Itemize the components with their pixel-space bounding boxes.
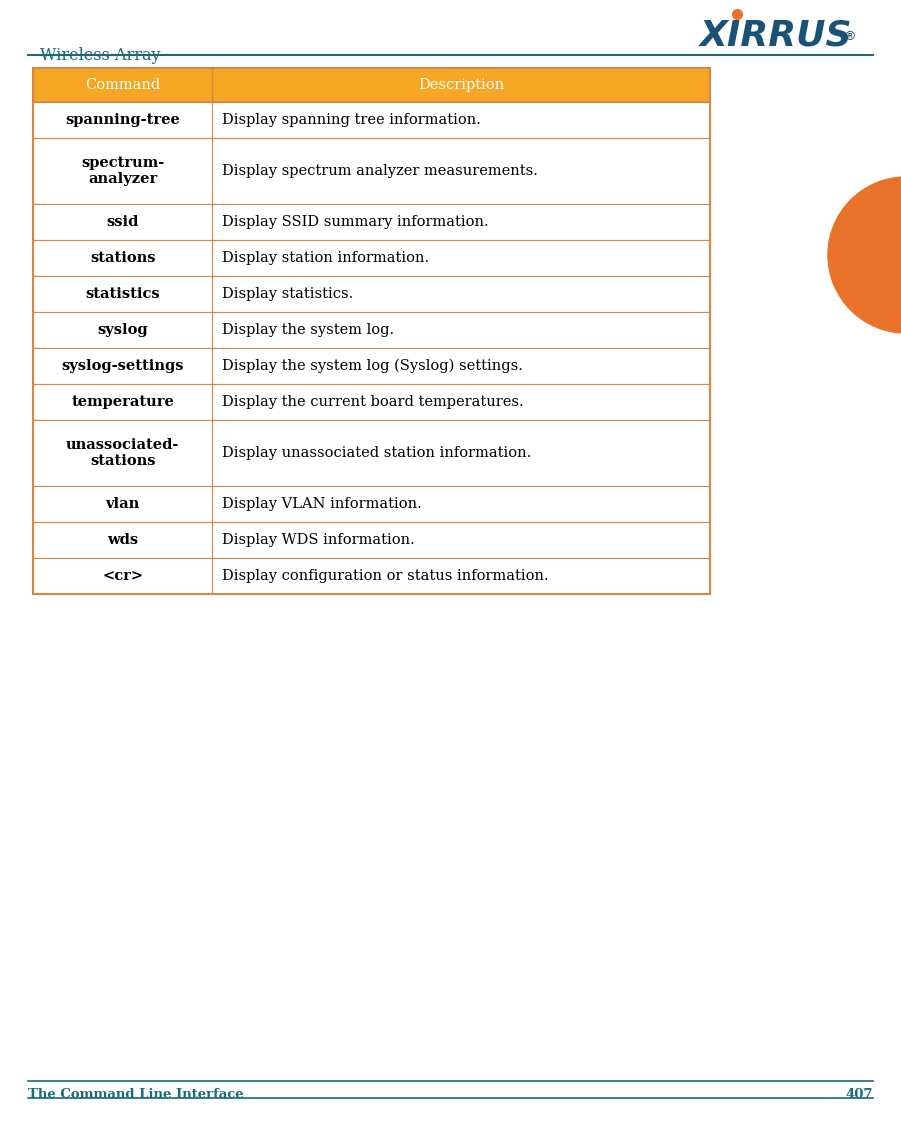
Text: Display SSID summary information.: Display SSID summary information. xyxy=(223,215,489,229)
Text: stations: stations xyxy=(90,252,156,265)
Text: Display VLAN information.: Display VLAN information. xyxy=(223,497,423,511)
Bar xyxy=(33,68,710,102)
Text: Display unassociated station information.: Display unassociated station information… xyxy=(223,446,532,460)
Bar xyxy=(33,420,710,486)
Text: <cr>: <cr> xyxy=(102,569,143,583)
Text: syslog: syslog xyxy=(97,323,148,337)
Text: syslog-settings: syslog-settings xyxy=(61,359,184,373)
Bar xyxy=(33,138,710,204)
Text: spectrum-
analyzer: spectrum- analyzer xyxy=(81,156,164,186)
Bar xyxy=(33,486,710,522)
Text: Display WDS information.: Display WDS information. xyxy=(223,533,415,547)
Text: Display statistics.: Display statistics. xyxy=(223,287,354,301)
Bar xyxy=(33,276,710,312)
Text: spanning-tree: spanning-tree xyxy=(65,113,180,127)
Text: Display station information.: Display station information. xyxy=(223,252,430,265)
Text: 407: 407 xyxy=(845,1089,873,1101)
Text: temperature: temperature xyxy=(71,395,174,409)
Text: Wireless Array: Wireless Array xyxy=(40,48,160,65)
Text: ssid: ssid xyxy=(106,215,139,229)
Text: vlan: vlan xyxy=(105,497,140,511)
Text: statistics: statistics xyxy=(86,287,160,301)
Text: Command: Command xyxy=(85,78,160,92)
Text: Display the current board temperatures.: Display the current board temperatures. xyxy=(223,395,524,409)
Text: Display the system log.: Display the system log. xyxy=(223,323,395,337)
Text: ®: ® xyxy=(843,29,856,43)
Bar xyxy=(33,522,710,557)
Text: The Command Line Interface: The Command Line Interface xyxy=(28,1089,243,1101)
Text: XIRRUS: XIRRUS xyxy=(700,19,852,53)
Text: Display spectrum analyzer measurements.: Display spectrum analyzer measurements. xyxy=(223,164,538,178)
Text: unassociated-
stations: unassociated- stations xyxy=(66,437,179,468)
Text: Display the system log (Syslog) settings.: Display the system log (Syslog) settings… xyxy=(223,359,523,373)
Bar xyxy=(33,384,710,420)
Bar xyxy=(33,102,710,138)
Text: wds: wds xyxy=(107,533,138,547)
Bar xyxy=(33,348,710,384)
Circle shape xyxy=(828,177,901,333)
Bar xyxy=(33,68,710,594)
Bar xyxy=(33,240,710,276)
Text: Display spanning tree information.: Display spanning tree information. xyxy=(223,113,481,127)
Bar xyxy=(33,204,710,240)
Bar xyxy=(33,557,710,594)
Text: Description: Description xyxy=(418,78,505,92)
Text: Display configuration or status information.: Display configuration or status informat… xyxy=(223,569,549,583)
Bar xyxy=(33,312,710,348)
